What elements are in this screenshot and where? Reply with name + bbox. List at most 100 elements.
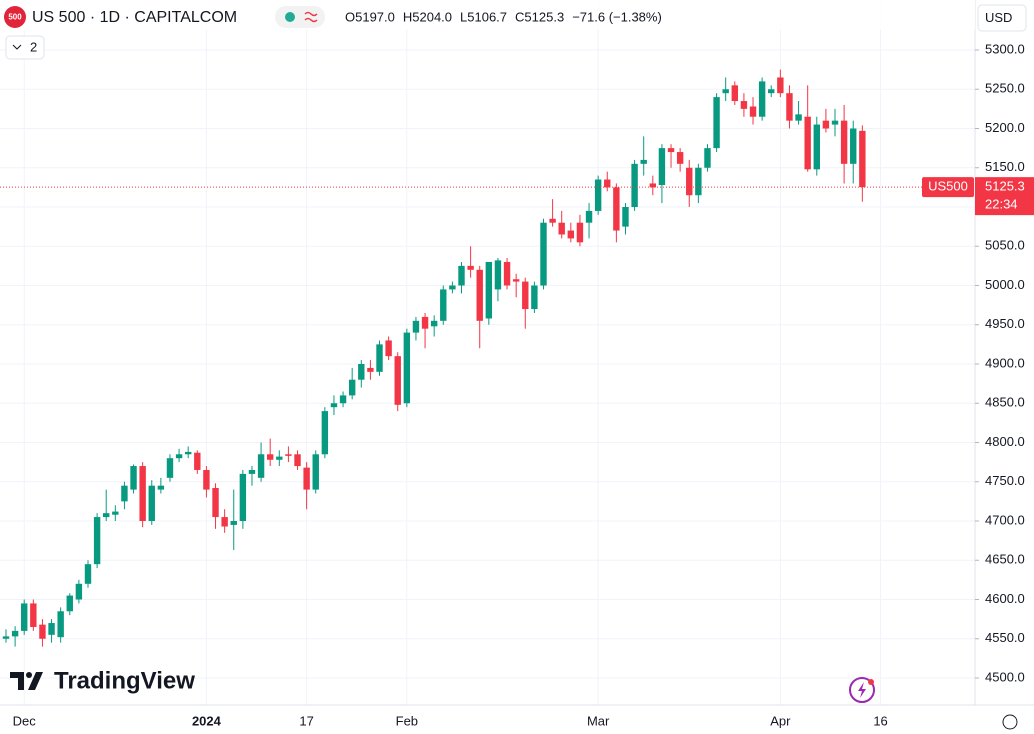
candle-body — [786, 93, 793, 121]
candle-body — [175, 454, 183, 459]
candle-body — [66, 595, 73, 612]
candle-body — [749, 106, 757, 117]
candle-body — [203, 469, 210, 490]
price-tag-bg — [975, 177, 1034, 216]
settings-icon[interactable] — [1002, 714, 1018, 730]
candle-body — [831, 120, 839, 125]
y-tick-label: 4650.0 — [985, 552, 1025, 567]
y-tick-label: 5150.0 — [985, 159, 1025, 174]
x-tick-label: 2024 — [192, 713, 222, 728]
candle-body — [367, 367, 374, 372]
candle-body — [640, 159, 647, 164]
candle-body — [385, 340, 392, 357]
candle-body — [303, 467, 310, 490]
candle-body — [376, 344, 383, 372]
y-tick-label: 4500.0 — [985, 669, 1025, 684]
candle-body — [485, 261, 493, 319]
x-tick-label: Dec — [13, 713, 37, 728]
candle-body — [430, 320, 438, 327]
symbol-tag-bg — [922, 177, 974, 198]
candle-body — [112, 511, 119, 515]
candle-body — [476, 269, 483, 321]
candle-body — [458, 265, 465, 286]
currency-button[interactable] — [977, 4, 1027, 32]
x-tick-label: Apr — [770, 713, 791, 728]
candle-body — [312, 454, 319, 490]
candle-body — [421, 316, 429, 329]
flash-icon — [858, 682, 866, 698]
candle-body — [321, 411, 329, 455]
candle-body — [239, 473, 247, 521]
indicator-count: 2 — [30, 39, 37, 54]
candle-body — [859, 130, 866, 188]
candle-body — [585, 210, 593, 223]
candle-body — [166, 458, 174, 478]
header-bg — [0, 0, 975, 30]
candle-body — [285, 454, 292, 456]
brand-dot — [26, 672, 32, 678]
candle-body — [649, 183, 657, 188]
candle-body — [39, 624, 46, 639]
candle-body — [221, 517, 228, 527]
candle-body — [449, 285, 456, 290]
badge-text: 500 — [8, 13, 22, 22]
candle-body — [212, 488, 219, 518]
price-tag: 5125.3 — [985, 179, 1025, 194]
candle-body — [558, 222, 565, 235]
notification-dot — [868, 679, 874, 685]
candle-body — [676, 152, 684, 164]
legend-item: O5197.0 — [345, 9, 395, 24]
candle-body — [531, 285, 538, 310]
x-tick-label: Mar — [587, 713, 610, 728]
countdown: 22:34 — [985, 197, 1018, 212]
indicators-toggle[interactable] — [5, 35, 45, 60]
candle-body — [185, 451, 192, 455]
candle-body — [512, 279, 520, 282]
candle-body — [121, 485, 128, 502]
candle-body — [194, 452, 201, 470]
candle-body — [93, 517, 101, 565]
candle-body — [540, 222, 547, 286]
candle-body — [613, 187, 620, 231]
legend-item: L5106.7 — [460, 9, 507, 24]
candle-body — [21, 603, 28, 631]
candle-body — [157, 485, 165, 490]
candle-body — [294, 454, 301, 467]
candle-body — [103, 513, 110, 518]
candle-body — [549, 218, 556, 223]
candle-body — [850, 128, 857, 164]
y-tick-label: 5300.0 — [985, 41, 1025, 56]
candle-body — [30, 603, 37, 627]
candle-body — [522, 281, 529, 310]
candle-body — [139, 466, 146, 521]
candle-body — [713, 97, 720, 149]
candle-body — [686, 167, 693, 196]
candle-body — [11, 630, 19, 637]
candle-body — [130, 466, 137, 490]
x-tick-label: 16 — [873, 713, 887, 728]
candle-body — [358, 364, 365, 380]
candle-body — [57, 611, 64, 638]
candle-body — [740, 101, 748, 109]
candles — [0, 69, 975, 647]
grid — [0, 0, 975, 705]
candle-body — [257, 454, 265, 478]
y-tick-label: 4850.0 — [985, 395, 1025, 410]
candle-body — [330, 403, 338, 408]
y-tick-label: 5200.0 — [985, 120, 1025, 135]
candle-body — [795, 114, 802, 121]
y-tick-label: 5000.0 — [985, 277, 1025, 292]
candle-body — [148, 485, 155, 521]
candle-body — [75, 583, 83, 600]
candle-body — [731, 85, 738, 102]
symbol-badge[interactable] — [4, 6, 26, 28]
market-status[interactable] — [275, 6, 325, 28]
candle-body — [840, 120, 848, 164]
chart-title[interactable]: US 500 · 1D · CAPITALCOM — [32, 9, 237, 26]
candle-body — [695, 167, 702, 196]
candle-body — [622, 207, 629, 227]
candle-body — [494, 260, 502, 290]
candle-body — [276, 456, 283, 460]
